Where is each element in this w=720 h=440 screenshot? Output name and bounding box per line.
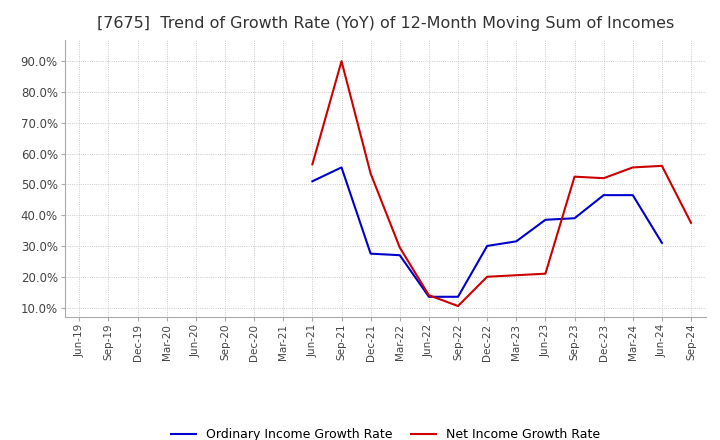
Line: Net Income Growth Rate: Net Income Growth Rate — [312, 61, 691, 306]
Ordinary Income Growth Rate — [425, 294, 433, 299]
Net Income Growth Rate — [337, 59, 346, 64]
Net Income Growth Rate — [599, 176, 608, 181]
Net Income Growth Rate — [687, 220, 696, 225]
Net Income Growth Rate — [657, 163, 666, 169]
Net Income Growth Rate — [541, 271, 550, 276]
Net Income Growth Rate — [395, 245, 404, 250]
Net Income Growth Rate — [308, 161, 317, 167]
Ordinary Income Growth Rate — [337, 165, 346, 170]
Net Income Growth Rate — [454, 304, 462, 309]
Ordinary Income Growth Rate — [629, 192, 637, 198]
Legend: Ordinary Income Growth Rate, Net Income Growth Rate: Ordinary Income Growth Rate, Net Income … — [171, 429, 600, 440]
Ordinary Income Growth Rate — [483, 243, 492, 249]
Line: Ordinary Income Growth Rate: Ordinary Income Growth Rate — [312, 167, 662, 297]
Ordinary Income Growth Rate — [570, 216, 579, 221]
Net Income Growth Rate — [366, 171, 375, 176]
Title: [7675]  Trend of Growth Rate (YoY) of 12-Month Moving Sum of Incomes: [7675] Trend of Growth Rate (YoY) of 12-… — [96, 16, 674, 32]
Net Income Growth Rate — [483, 274, 492, 279]
Ordinary Income Growth Rate — [512, 238, 521, 244]
Ordinary Income Growth Rate — [541, 217, 550, 222]
Ordinary Income Growth Rate — [366, 251, 375, 256]
Net Income Growth Rate — [512, 272, 521, 278]
Ordinary Income Growth Rate — [454, 294, 462, 299]
Net Income Growth Rate — [570, 174, 579, 180]
Ordinary Income Growth Rate — [395, 253, 404, 258]
Ordinary Income Growth Rate — [308, 179, 317, 184]
Net Income Growth Rate — [425, 293, 433, 298]
Ordinary Income Growth Rate — [599, 192, 608, 198]
Ordinary Income Growth Rate — [657, 240, 666, 246]
Net Income Growth Rate — [629, 165, 637, 170]
